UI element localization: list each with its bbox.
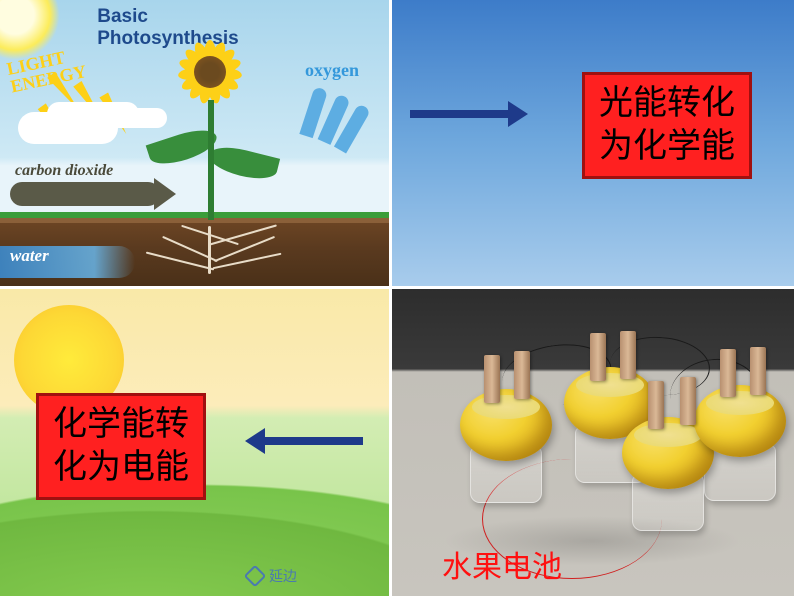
electrode-icon (648, 381, 664, 429)
label-box: 化学能转 化为电能 (36, 393, 206, 500)
lemon-icon (460, 389, 552, 461)
cloud-icon (18, 112, 118, 144)
label-box: 光能转化 为化学能 (582, 72, 752, 179)
electrode-icon (484, 355, 500, 403)
electrode-icon (514, 351, 530, 399)
stem-icon (208, 100, 214, 220)
co2-arrow-icon (10, 182, 160, 206)
label-line1: 化学能转 (53, 404, 189, 447)
electrode-icon (590, 333, 606, 381)
chemical-to-electric-panel: 化学能转 化为电能 延边 (0, 289, 392, 596)
water-label: water (10, 246, 49, 266)
caption-text: 水果电池 (442, 542, 562, 586)
arrow-left-icon (263, 437, 363, 445)
oxygen-label: oxygen (305, 60, 359, 81)
electrode-icon (680, 377, 696, 425)
slide-grid: Basic Photosynthesis LIGHTENERGY oxygen … (0, 0, 794, 596)
label-line1: 光能转化 (599, 83, 735, 126)
sunflower-icon (178, 40, 242, 104)
co2-label: carbon dioxide (15, 162, 113, 180)
electrode-icon (720, 349, 736, 397)
electrode-icon (750, 347, 766, 395)
leaf-icon (206, 142, 280, 184)
electrode-icon (620, 331, 636, 379)
arrow-right-icon (410, 110, 510, 118)
photosynthesis-panel: Basic Photosynthesis LIGHTENERGY oxygen … (0, 0, 392, 289)
watermark-text: 延边 (269, 566, 297, 586)
lemon-icon (694, 385, 786, 457)
fruit-battery-panel: 水果电池 (392, 289, 794, 596)
light-to-chemical-panel: 光能转化 为化学能 (392, 0, 794, 289)
label-line2: 为化学能 (599, 126, 735, 169)
label-line2: 化为电能 (53, 447, 189, 490)
roots-icon (130, 226, 290, 276)
